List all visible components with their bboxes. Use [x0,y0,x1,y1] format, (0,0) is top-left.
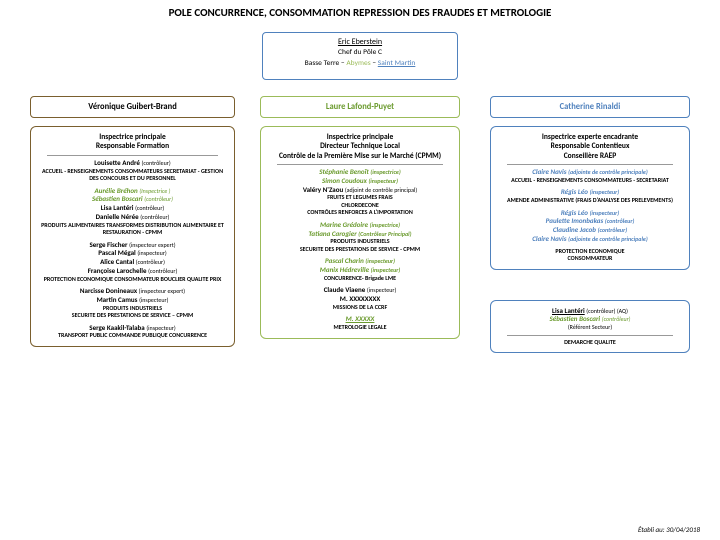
col3-subtitle-c: Conseillère RAEP [497,152,683,161]
task-col2-2b: SECURITE DES PRESTATIONS DE SERVICE - CP… [267,246,453,254]
col3-body-2: Lisa Lantéri (contrôleur) (AQ) Sébastien… [490,300,690,354]
chief-locations: Basse Terre – Abymes – Saint Martin [263,59,457,70]
task-col3-4a: (Référent Secteur) [497,324,683,332]
column-2: Laure Lafond-Puyet Inspectrice principal… [260,96,460,345]
person-navis-2: Claire Navis (adjointe de contrôle princ… [497,235,683,244]
task-col2-4: MISSIONS DE LA CCRF [267,304,453,312]
col1-subtitle-b: Responsable Formation [37,142,228,151]
loc-basseterre: Basse Terre [305,59,340,68]
chief-box: Eric Eberstein Chef du Pôle C Basse Terr… [262,32,458,80]
col3-body-1: Inspectrice experte encadrante Responsab… [490,126,690,270]
task-col2-3: CONCURRENCE- Brigade LME [267,275,453,283]
task-col2-5: METROLOGIE LEGALE [267,324,453,332]
col3-subtitle-a: Inspectrice experte encadrante [497,133,683,142]
col2-body: Inspectrice principale Directeur Techniq… [260,126,460,339]
col1-leader: Véronique Guibert-Brand [30,96,235,118]
task-col1-4b: SECURITE DES PRESTATIONS DE SERVICE – CP… [37,312,228,320]
loc-abymes: Abymes [346,59,370,68]
footer-date: Établi au: 30/04/2018 [638,525,700,534]
task-col1-3: PROTECTION ECONOMIQUE CONSOMMATEUR BOUCL… [37,276,228,284]
col1-body: Inspectrice principale Responsable Forma… [30,126,235,347]
task-col2-1c: CONTRÔLES RENFORCES A L'IMPORTATION [267,209,453,217]
column-3: Catherine Rinaldi Inspectrice experte en… [490,96,690,359]
task-col1-2: PRODUITS ALIMENTAIRES TRANSFORMES DISTRI… [37,222,228,237]
page-title: POLE CONCURRENCE, CONSOMMATION REPRESSIO… [0,6,720,19]
task-col3-2: AMENDE ADMINISTRATIVE (FRAIS D'ANALYSE D… [497,197,683,205]
chief-name: Eric Eberstein [263,37,457,48]
column-1: Véronique Guibert-Brand Inspectrice prin… [30,96,235,353]
task-col1-1: ACCUEIL - RENSEIGNEMENTS CONSOMMATEURS S… [37,168,228,183]
chief-role: Chef du Pôle C [263,48,457,59]
person-coudoux: Simon Coudoux (inspecteur) [267,177,453,186]
col2-leader: Laure Lafond-Puyet [260,96,460,118]
task-col3-4b: DEMARCHE QUALITE [497,339,683,347]
col3-subtitle-b: Responsable Contentieux [497,142,683,151]
col2-subtitle-a: Inspectrice principale [267,133,453,142]
task-col1-5: TRANSPORT PUBLIC COMMANDE PUBLIQUE CONCU… [37,332,228,340]
task-col3-1: ACCUEIL - RENSEIGNEMENTS CONSOMMATEURS -… [497,177,683,185]
task-col3-3b: CONSOMMATEUR [497,255,683,263]
loc-stmartin: Saint Martin [378,59,416,68]
col1-subtitle-a: Inspectrice principale [37,133,228,142]
col2-subtitle-c: Contrôle de la Première Mise sur le Marc… [267,152,453,161]
col2-subtitle-b: Directeur Technique Local [267,142,453,151]
person-jacob: Claudine Jacob (contrôleur) [497,226,683,235]
col3-leader: Catherine Rinaldi [490,96,690,118]
person-gredoire: Marine Grédoire (inspectrice) [267,221,453,230]
